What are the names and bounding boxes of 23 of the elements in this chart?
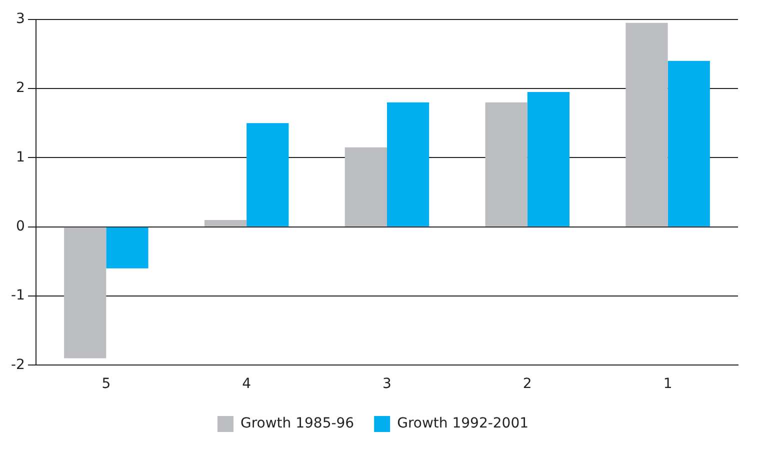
x-tick-label: 4	[242, 376, 252, 392]
bar	[386, 102, 430, 226]
bar	[668, 60, 710, 226]
bar	[106, 227, 148, 268]
bar	[344, 147, 387, 226]
bar	[527, 92, 570, 226]
y-tick-label: 1	[16, 149, 25, 166]
x-tick-label: 1	[663, 376, 672, 392]
y-tick-label: -1	[10, 288, 25, 304]
y-tick-label: 3	[16, 11, 25, 28]
bar	[626, 22, 668, 226]
y-tick-label: 0	[16, 218, 25, 235]
bar	[204, 220, 247, 226]
bar	[246, 123, 289, 226]
x-tick-label: 2	[522, 376, 532, 392]
x-tick-label: 3	[382, 376, 392, 392]
legend-label: Growth 1985-96	[240, 416, 354, 432]
bar	[485, 102, 528, 226]
x-tick-label: 5	[102, 376, 111, 392]
bar	[64, 227, 106, 358]
legend-label: Growth 1992-2001	[397, 416, 529, 432]
y-tick-label: 2	[16, 80, 25, 96]
y-tick-label: -2	[10, 356, 25, 373]
